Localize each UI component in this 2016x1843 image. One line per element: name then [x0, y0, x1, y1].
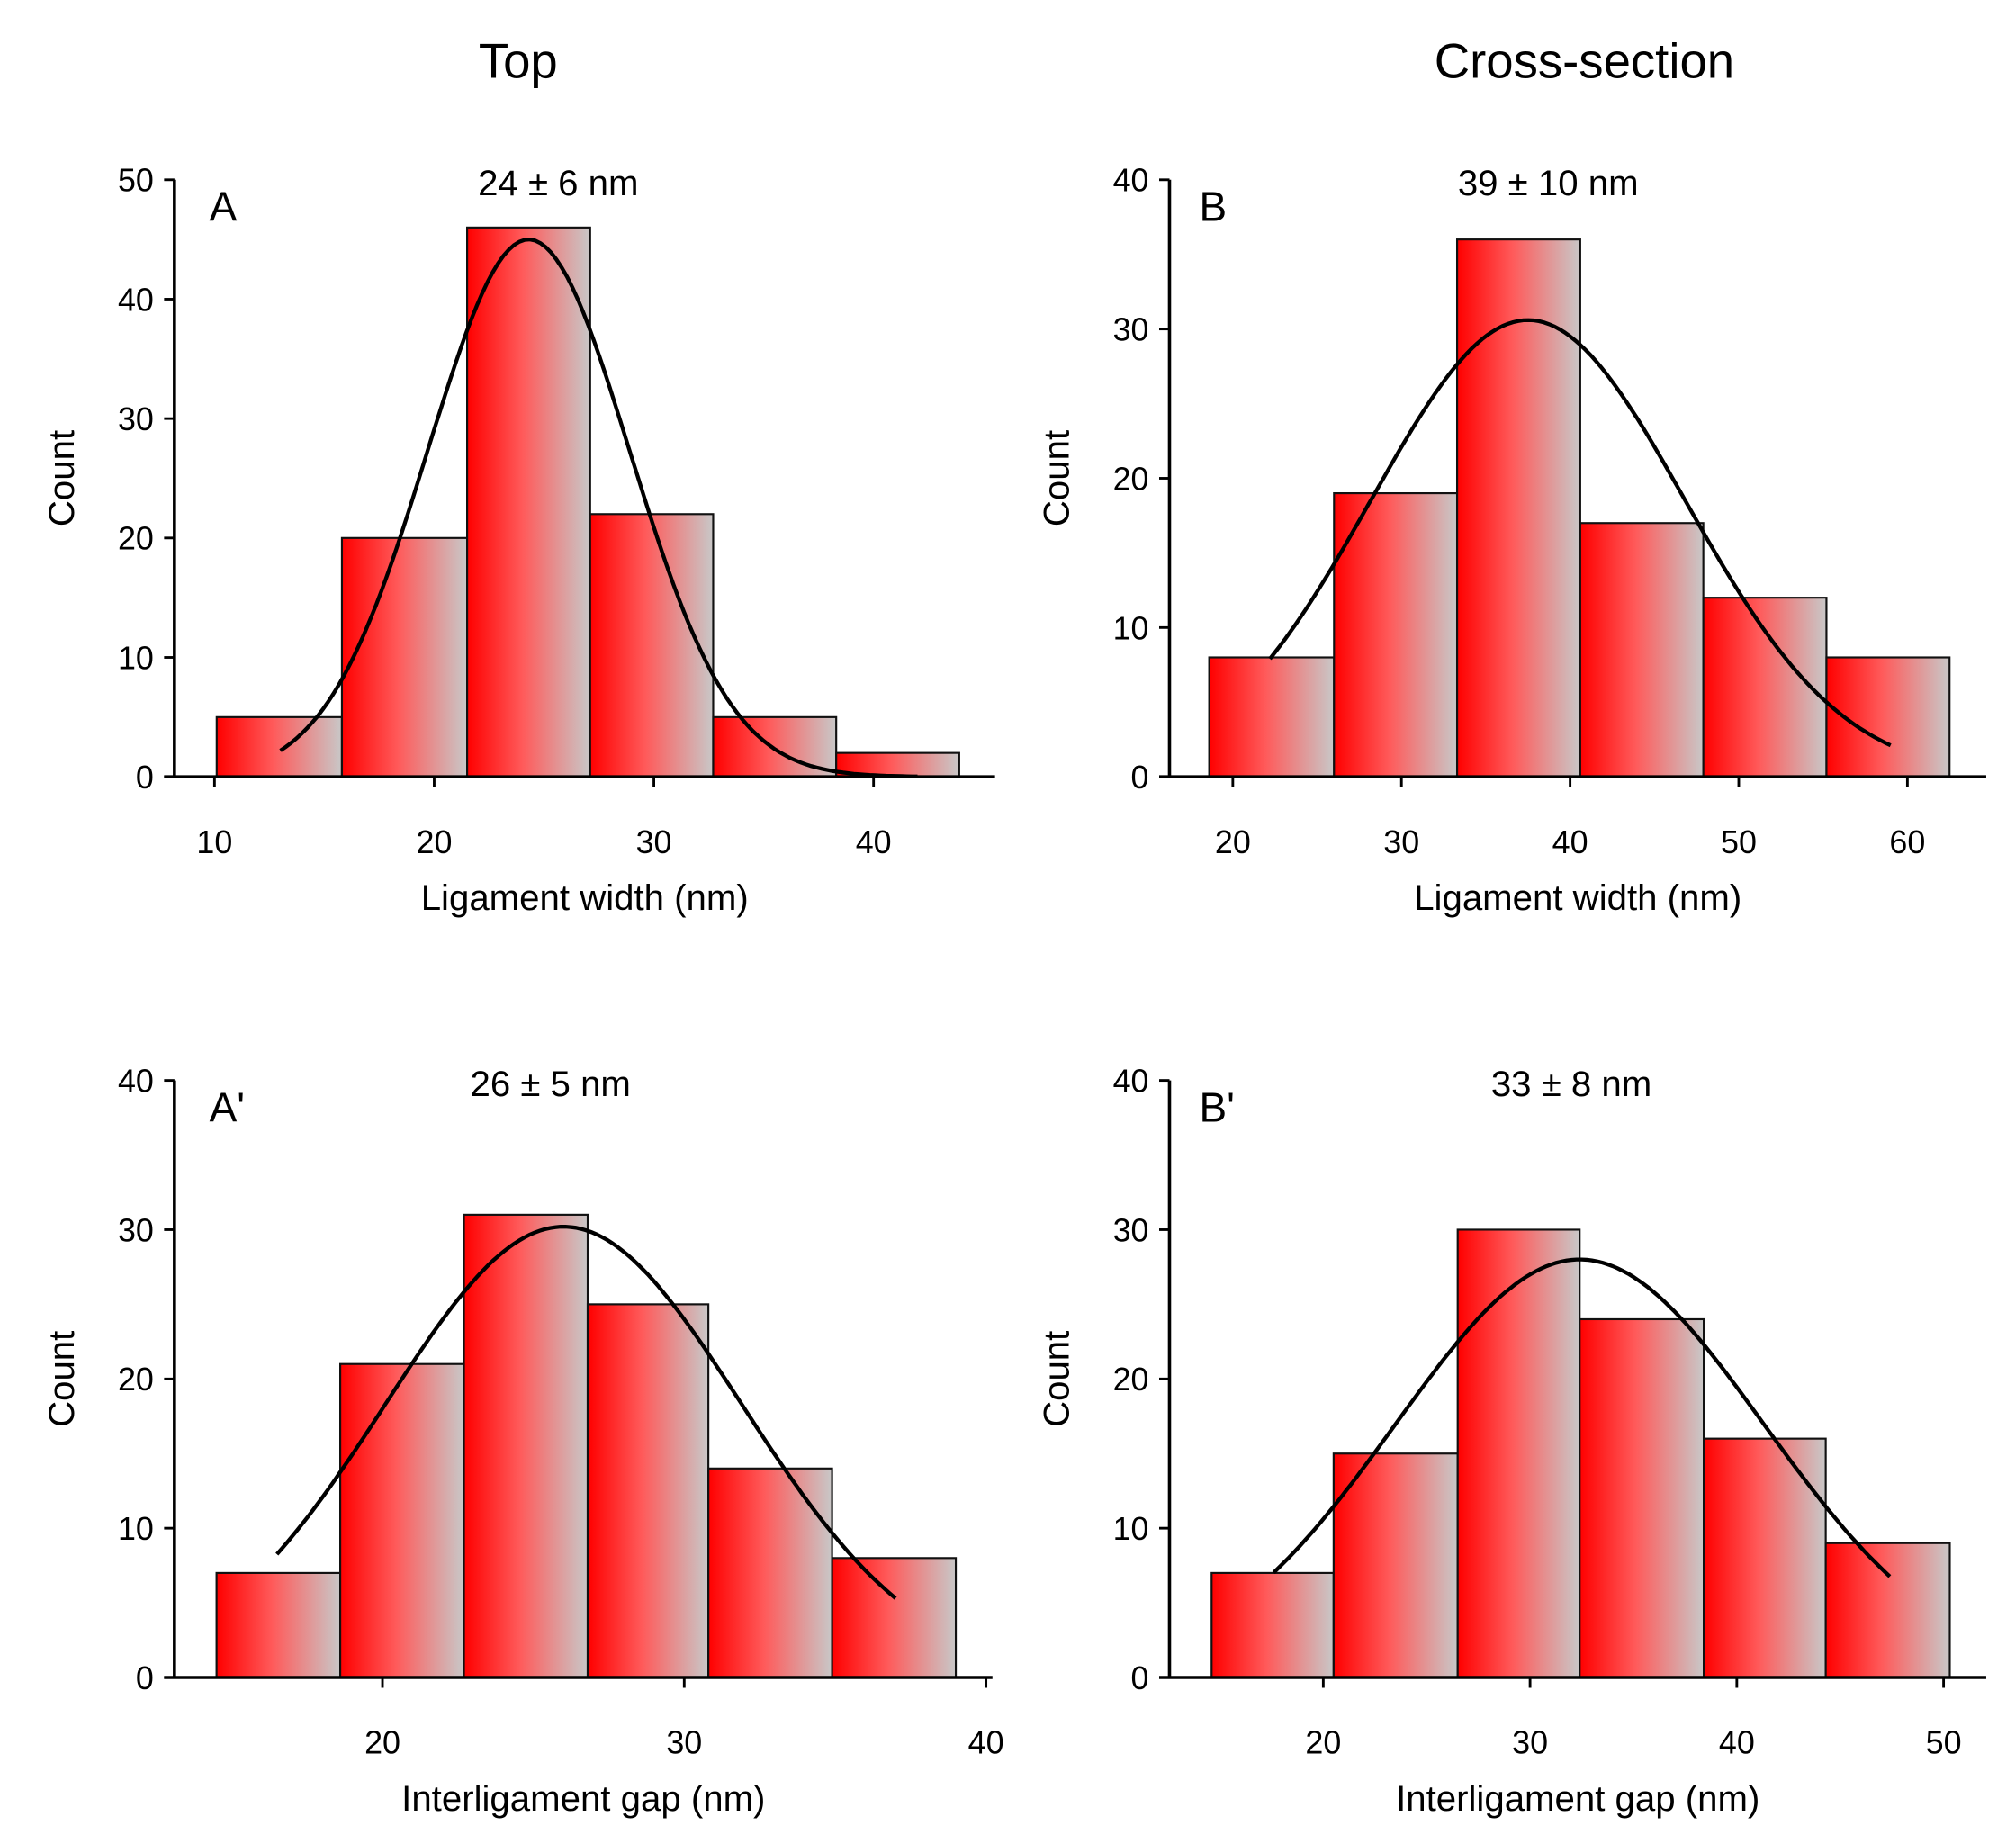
panel-A: 0 10 20 30 40 50 10 20 30 40 Ligament width (nm) Co… — [41, 163, 995, 918]
y-tick-label: 20 — [118, 1362, 154, 1398]
y-tick-label: 30 — [118, 401, 154, 437]
histogram-bar — [1579, 1317, 1706, 1679]
x-tick-label: 30 — [666, 1725, 702, 1761]
panel-A-prime: 0 10 20 30 40 20 30 40 Interligament gap (nm) Cou… — [41, 1064, 1004, 1819]
panel-label: A — [210, 184, 238, 230]
gaussian-fit-curve — [1268, 318, 1892, 748]
y-tick-label: 0 — [136, 1660, 154, 1696]
mean-std-annotation: 26 ± 5 nm — [470, 1064, 630, 1104]
histogram-bar — [463, 1213, 590, 1679]
column-title-top: Top — [479, 33, 558, 88]
histogram-bar — [1333, 491, 1459, 778]
y-tick-label: 20 — [1113, 1362, 1149, 1398]
y-axis-label: Count — [1036, 1331, 1076, 1427]
panel-B: 0 10 20 30 40 20 30 40 50 60 Ligament width (nm) Co… — [1036, 163, 1986, 918]
gaussian-fit-curve — [275, 1225, 897, 1600]
y-tick-label: 40 — [118, 282, 154, 318]
gaussian-fit-curve — [1272, 1257, 1892, 1578]
x-tick-label: 30 — [1383, 824, 1419, 860]
x-tick-label: 30 — [1512, 1725, 1548, 1761]
x-tick-label: 50 — [1926, 1725, 1962, 1761]
panel-label: B' — [1200, 1084, 1235, 1131]
y-tick-label: 30 — [1113, 1212, 1149, 1248]
histogram-bar — [339, 1362, 465, 1679]
x-tick-label: 50 — [1721, 824, 1757, 860]
x-axis-label: Interligament gap (nm) — [401, 1778, 765, 1819]
x-axis-label: Interligament gap (nm) — [1396, 1778, 1760, 1819]
x-axis-label: Ligament width (nm) — [421, 877, 749, 918]
x-tick-label: 20 — [364, 1725, 400, 1761]
y-axis-label: Count — [41, 430, 82, 526]
histogram-bar — [1456, 1228, 1581, 1679]
y-tick-label: 50 — [118, 163, 154, 199]
y-axis-label: Count — [1036, 430, 1076, 526]
x-tick-label: 20 — [1305, 1725, 1341, 1761]
histogram-bar — [1703, 1437, 1827, 1679]
panel-label: B — [1200, 184, 1228, 230]
panel-B-prime: 0 10 20 30 40 20 30 40 50 Interligament gap (nm) C… — [1036, 1064, 1986, 1819]
histogram-bar — [707, 1467, 833, 1679]
histogram-bar — [215, 1571, 342, 1679]
x-tick-label: 40 — [1552, 824, 1588, 860]
histogram-bar — [340, 536, 469, 778]
column-title-cross-section: Cross-section — [1435, 33, 1734, 88]
y-tick-label: 10 — [1113, 610, 1149, 646]
panel-label: A' — [210, 1084, 245, 1131]
histogram-bar — [1579, 522, 1705, 778]
mean-std-annotation: 24 ± 6 nm — [478, 163, 638, 203]
mean-std-annotation: 39 ± 10 nm — [1458, 163, 1639, 203]
x-tick-label: 10 — [196, 824, 232, 860]
x-axis-label: Ligament width (nm) — [1414, 877, 1742, 918]
x-tick-label: 40 — [856, 824, 892, 860]
gaussian-fit-curve — [279, 237, 918, 778]
x-tick-label: 20 — [1215, 824, 1251, 860]
histogram-bar — [1332, 1452, 1459, 1679]
x-tick-label: 40 — [1719, 1725, 1755, 1761]
y-tick-label: 10 — [1113, 1511, 1149, 1547]
x-tick-label: 40 — [968, 1725, 1004, 1761]
x-tick-label: 60 — [1889, 824, 1925, 860]
y-tick-label: 30 — [118, 1212, 154, 1248]
histogram-bar — [1208, 656, 1336, 778]
histogram-bar — [586, 1303, 710, 1679]
y-tick-label: 30 — [1113, 312, 1149, 348]
y-tick-label: 20 — [118, 521, 154, 557]
mean-std-annotation: 33 ± 8 nm — [1491, 1064, 1652, 1104]
histogram-bar — [1210, 1571, 1335, 1679]
histogram-bar — [589, 513, 715, 778]
y-tick-label: 10 — [118, 640, 154, 676]
y-axis-label: Count — [41, 1331, 82, 1427]
x-tick-label: 20 — [417, 824, 453, 860]
histogram-bar — [215, 715, 344, 778]
y-tick-label: 40 — [1113, 163, 1149, 199]
y-tick-label: 40 — [1113, 1064, 1149, 1100]
y-tick-label: 20 — [1113, 461, 1149, 497]
y-tick-label: 10 — [118, 1511, 154, 1547]
x-tick-label: 30 — [636, 824, 672, 860]
y-tick-label: 0 — [136, 760, 154, 796]
histogram-bar — [466, 226, 591, 778]
y-tick-label: 0 — [1131, 1660, 1149, 1696]
y-tick-label: 40 — [118, 1064, 154, 1100]
histogram-bar — [1702, 597, 1828, 778]
y-tick-label: 0 — [1131, 760, 1149, 796]
histogram-bar — [1824, 1542, 1951, 1679]
histogram-bar — [831, 1557, 958, 1679]
